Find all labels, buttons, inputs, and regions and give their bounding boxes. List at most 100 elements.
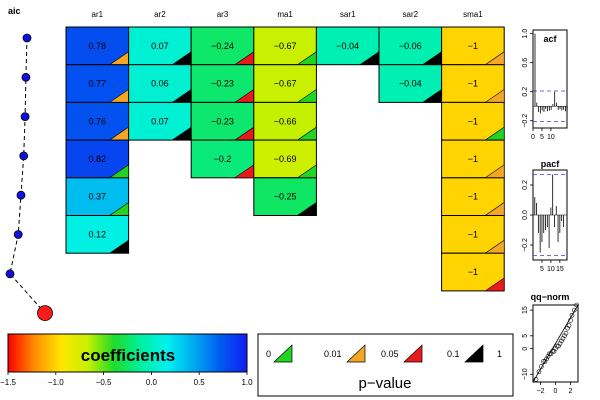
- qq-point: [547, 351, 552, 357]
- heatmap-cell: [315, 26, 380, 66]
- column-label: ma1: [277, 10, 293, 19]
- cell-value-label: −0.66: [274, 116, 297, 126]
- column-label: ar3: [217, 10, 229, 19]
- pvalue-legend-label: 0.01: [324, 349, 342, 359]
- pacf-panel: pacf 5 10 15 −0.2 0.0 0.2: [522, 159, 568, 273]
- cell-value-label: −0.06: [399, 41, 422, 51]
- x-tick-label: 5: [540, 134, 544, 141]
- pvalue-legend: p−value 0 0.01 0.05 0.1 1: [257, 333, 514, 397]
- column-label: ar2: [154, 10, 166, 19]
- heatmap-cell: [378, 64, 443, 103]
- pvalue-legend-label: 1: [497, 349, 502, 359]
- cell-value-label: 0.77: [89, 79, 107, 89]
- qq-point: [542, 359, 548, 364]
- y-tick-label: 0.2: [522, 87, 529, 97]
- heatmap-cell: [441, 252, 505, 292]
- column-label: sar1: [340, 10, 356, 19]
- x-tick-label: 10: [547, 134, 555, 141]
- x-tick-label: 0: [554, 388, 558, 395]
- qq-point: [553, 346, 558, 351]
- qq-point: [541, 359, 546, 364]
- cell-value-label: 0.82: [89, 154, 107, 164]
- x-tick-label: 5: [540, 266, 544, 273]
- heatmap-cell: [441, 215, 505, 254]
- cell-value-label: −0.23: [211, 116, 234, 126]
- heatmap-cell: [128, 26, 192, 66]
- qq-point: [551, 348, 557, 354]
- cell-value-label: −1: [468, 116, 478, 126]
- qq-point: [565, 325, 570, 331]
- qq-point: [556, 343, 561, 349]
- panel-frame: [532, 29, 568, 129]
- color-scale-tick-label: 0.0: [146, 378, 158, 387]
- qq-point: [550, 348, 555, 354]
- qq-point: [566, 323, 572, 328]
- cell-value-label: 0.06: [151, 79, 169, 89]
- cell-value-label: −0.23: [211, 79, 234, 89]
- pvalue-legend-triangle: [273, 344, 293, 363]
- x-tick-label: 10: [547, 266, 555, 273]
- pvalue-legend-box: [257, 333, 514, 397]
- aic-title: aic: [8, 6, 21, 16]
- qq-point: [574, 302, 579, 308]
- heatmap-cell: [441, 101, 505, 141]
- cell-value-label: −1: [468, 41, 478, 51]
- y-tick-label: 0: [522, 347, 529, 351]
- pvalue-marker: [484, 277, 505, 292]
- y-tick-label: 0.6: [522, 58, 529, 68]
- column-label: ar1: [92, 10, 104, 19]
- heatmap-cell: [190, 64, 255, 103]
- heatmap-cell: [441, 26, 505, 66]
- cell-value-label: 0.07: [151, 41, 169, 51]
- aic-point: [13, 230, 23, 239]
- qq-point: [569, 312, 575, 318]
- heatmap-cell: [441, 64, 505, 103]
- pacf-title: pacf: [541, 159, 561, 169]
- aic-best-point: [37, 305, 53, 322]
- qq-point: [538, 364, 544, 369]
- qq-point: [533, 377, 539, 382]
- qq-point: [571, 307, 577, 313]
- aic-point: [5, 269, 15, 279]
- aic-point: [20, 112, 30, 121]
- aic-line: [9, 37, 46, 314]
- aic-point: [22, 33, 32, 43]
- cell-value-label: 0.78: [89, 41, 107, 51]
- cell-value-label: −0.67: [274, 41, 297, 51]
- x-tick-label: 15: [556, 266, 564, 273]
- heatmap-cell: [253, 177, 317, 217]
- aic-panel: aic: [5, 6, 53, 322]
- coefficient-legend-label: coefficients: [81, 346, 175, 365]
- qq-point: [548, 351, 554, 357]
- pvalue-legend-title: p−value: [359, 375, 412, 392]
- cell-value-label: −0.04: [399, 79, 422, 89]
- y-tick-label: 0.0: [522, 210, 529, 220]
- column-label: sma1: [463, 10, 483, 19]
- coefficient-color-bar: [7, 333, 248, 373]
- cell-value-label: −0.69: [274, 154, 297, 164]
- acf-title: acf: [543, 34, 557, 44]
- y-tick-label: 1.0: [522, 29, 529, 39]
- heatmap-cell: [65, 139, 130, 179]
- cell-value-label: −1: [468, 267, 478, 277]
- heatmap-cell: [65, 215, 130, 254]
- y-tick-label: −10: [522, 368, 529, 380]
- cell-value-label: −0.67: [274, 79, 297, 89]
- qq-point: [568, 318, 573, 323]
- coefficient-legend: coefficients −1.5 −1.0 −0.5 0.0 0.5 1.0: [0, 333, 253, 387]
- x-tick-label: 0: [531, 134, 535, 141]
- cell-value-label: −1: [468, 192, 478, 202]
- qq-panel: qq−norm −2 0 2 −10 0 5 15: [522, 292, 579, 395]
- color-scale-tick-label: −0.5: [96, 378, 112, 387]
- qq-point: [560, 336, 566, 341]
- column-label: sar2: [403, 10, 419, 19]
- x-tick-label: −2: [537, 388, 545, 395]
- pvalue-legend-label: 0.05: [381, 349, 399, 359]
- pvalue-legend-triangle: [464, 344, 484, 363]
- qq-point: [545, 354, 551, 359]
- coefficient-heatmap: ar1 ar2 ar3 ma1 sar1 sar2 sma1 0.78 0.07 −0.24 −0.…: [65, 10, 505, 292]
- pvalue-marker: [108, 239, 129, 254]
- pvalue-legend-triangle: [346, 344, 366, 363]
- cell-value-label: 0.76: [89, 116, 107, 126]
